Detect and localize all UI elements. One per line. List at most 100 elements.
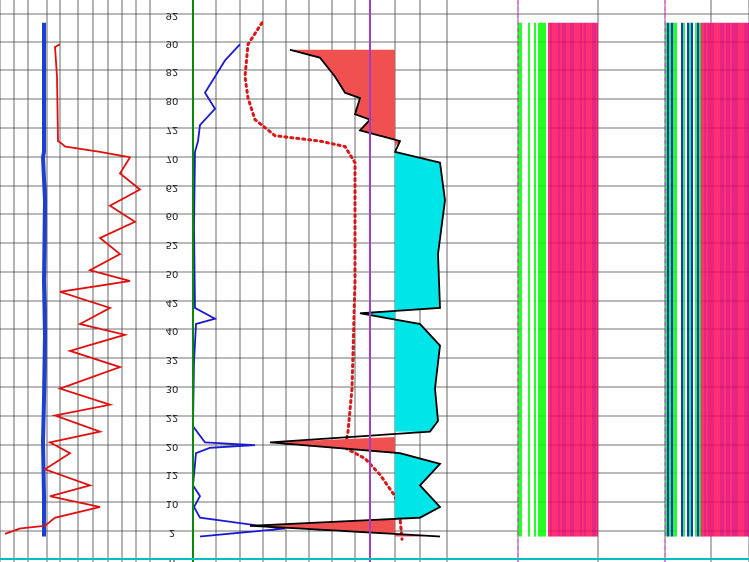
image-stripe bbox=[679, 22, 681, 537]
image-stripe bbox=[734, 22, 736, 537]
image-stripe bbox=[726, 22, 728, 537]
image-stripe bbox=[746, 22, 748, 537]
image-stripe bbox=[736, 22, 738, 537]
image-stripe bbox=[691, 22, 693, 537]
image-stripe bbox=[710, 22, 712, 537]
depth-tick-label: 10 bbox=[166, 498, 179, 509]
image-stripe bbox=[730, 22, 732, 537]
image-stripe bbox=[708, 22, 710, 537]
image-stripe bbox=[522, 22, 524, 537]
track-1 bbox=[4, 22, 142, 537]
depth-tick-label: 60 bbox=[166, 210, 179, 221]
depth-tick-label: 12 bbox=[166, 469, 179, 480]
image-stripe bbox=[566, 22, 568, 537]
image-stripe bbox=[665, 22, 667, 537]
image-stripe bbox=[582, 22, 584, 537]
image-stripe bbox=[574, 22, 576, 537]
image-stripe bbox=[548, 22, 550, 537]
depth-axis: 92908280727062605250424032302220121020 bbox=[166, 10, 179, 562]
depth-tick-label: 22 bbox=[166, 412, 179, 423]
depth-tick-label: 42 bbox=[166, 297, 179, 308]
image-stripe bbox=[594, 22, 596, 537]
image-stripe bbox=[570, 22, 572, 537]
fill-region-1 bbox=[290, 49, 400, 147]
image-stripe bbox=[546, 22, 548, 537]
image-stripe bbox=[542, 22, 544, 537]
image-stripe bbox=[588, 22, 590, 537]
image-stripe bbox=[744, 22, 746, 537]
series-line-1 bbox=[192, 43, 286, 538]
image-stripe bbox=[538, 22, 540, 537]
fill-region-4 bbox=[395, 453, 440, 518]
image-stripe bbox=[675, 22, 677, 537]
image-stripe bbox=[673, 22, 675, 537]
fill-region-2 bbox=[360, 146, 445, 432]
depth-tick-label: 50 bbox=[166, 268, 179, 279]
depth-tick-label: 72 bbox=[166, 124, 179, 135]
image-stripe bbox=[520, 22, 522, 537]
image-stripe bbox=[524, 22, 526, 537]
image-stripe bbox=[550, 22, 552, 537]
image-stripe bbox=[732, 22, 734, 537]
image-stripe bbox=[592, 22, 594, 537]
image-stripe bbox=[586, 22, 588, 537]
image-stripe bbox=[568, 22, 570, 537]
image-stripe bbox=[556, 22, 558, 537]
image-stripe bbox=[728, 22, 730, 537]
image-stripe bbox=[706, 22, 708, 537]
series-line-2 bbox=[4, 43, 142, 535]
image-stripe bbox=[722, 22, 724, 537]
depth-tick-label: 80 bbox=[166, 95, 179, 106]
depth-tick-label: 70 bbox=[166, 153, 179, 164]
image-stripe bbox=[693, 22, 695, 537]
image-stripe bbox=[699, 22, 701, 537]
image-stripe bbox=[560, 22, 562, 537]
image-stripe bbox=[683, 22, 685, 537]
depth-tick-label: 40 bbox=[166, 325, 179, 336]
depth-tick-label: 2 bbox=[169, 527, 175, 538]
image-stripe bbox=[687, 22, 689, 537]
series-line-1 bbox=[249, 48, 446, 538]
image-stripe bbox=[532, 22, 534, 537]
depth-tick-label: 82 bbox=[166, 66, 179, 77]
image-stripe bbox=[580, 22, 582, 537]
image-stripe bbox=[718, 22, 720, 537]
image-stripe bbox=[534, 22, 536, 537]
image-stripe bbox=[544, 22, 546, 537]
depth-tick-label: 62 bbox=[166, 182, 179, 193]
image-stripe bbox=[576, 22, 578, 537]
image-stripe bbox=[742, 22, 744, 537]
image-stripe bbox=[716, 22, 718, 537]
image-stripe bbox=[738, 22, 740, 537]
image-stripe bbox=[564, 22, 566, 537]
track-4-image bbox=[518, 22, 598, 537]
image-stripe bbox=[671, 22, 673, 537]
image-stripe bbox=[526, 22, 528, 537]
image-stripe bbox=[528, 22, 530, 537]
image-stripe bbox=[596, 22, 598, 537]
image-stripe bbox=[695, 22, 697, 537]
image-stripe bbox=[740, 22, 742, 537]
image-stripe bbox=[697, 22, 699, 537]
depth-tick-label: 20 bbox=[166, 441, 179, 452]
image-stripe bbox=[518, 22, 520, 537]
image-stripe bbox=[562, 22, 564, 537]
depth-tick-label: 90 bbox=[166, 38, 179, 49]
image-stripe bbox=[572, 22, 574, 537]
depth-tick-label: 92 bbox=[166, 10, 179, 21]
series-line-2 bbox=[243, 21, 404, 541]
image-stripe bbox=[720, 22, 722, 537]
image-stripe bbox=[558, 22, 560, 537]
image-stripe bbox=[669, 22, 671, 537]
depth-tick-label: 32 bbox=[166, 354, 179, 365]
image-stripe bbox=[590, 22, 592, 537]
series-line-1 bbox=[40, 22, 48, 537]
fill-region-5 bbox=[250, 517, 440, 537]
image-stripe bbox=[689, 22, 691, 537]
image-stripe bbox=[685, 22, 687, 537]
image-stripe bbox=[704, 22, 706, 537]
image-stripe bbox=[724, 22, 726, 537]
image-stripe bbox=[578, 22, 580, 537]
image-stripe bbox=[536, 22, 538, 537]
